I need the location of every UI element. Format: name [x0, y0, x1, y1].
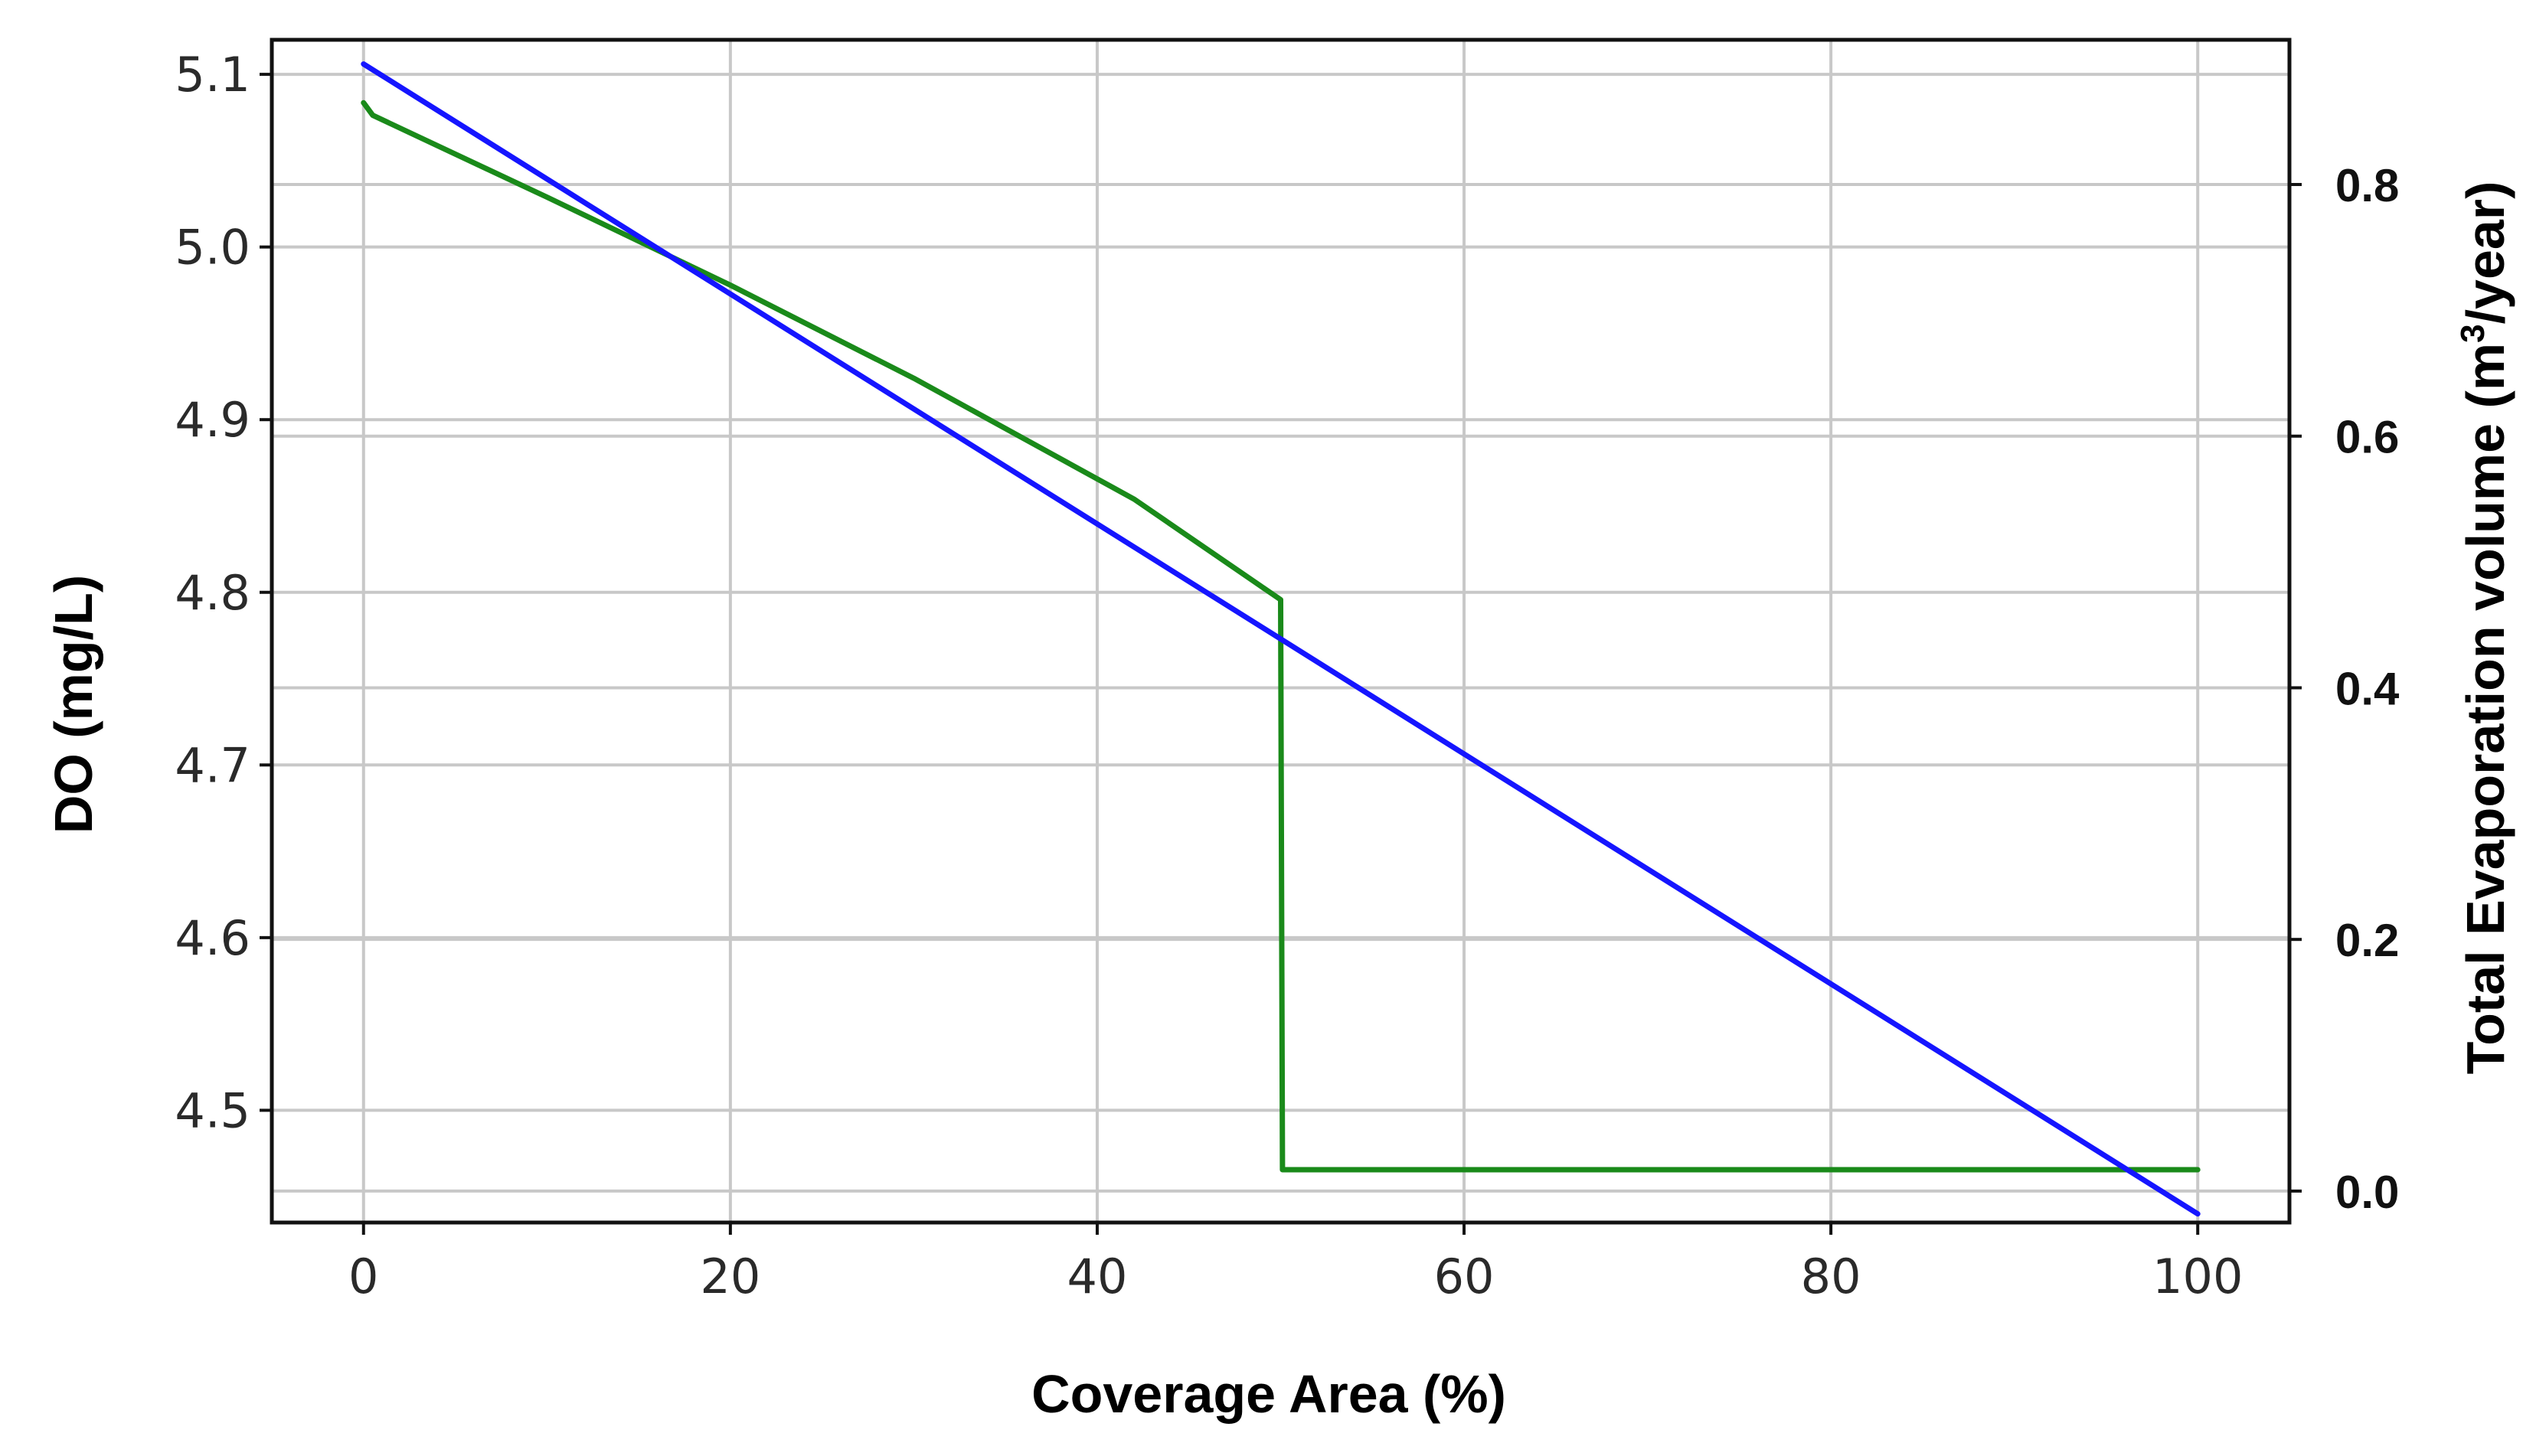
x-tick-label: 0 — [348, 1249, 378, 1304]
y-right-tick-label: 0.8 — [2335, 160, 2399, 211]
y-right-tick-label: 0.0 — [2335, 1167, 2399, 1218]
x-axis-label: Coverage Area (%) — [1031, 1364, 1506, 1424]
x-tick-label: 100 — [2152, 1249, 2243, 1304]
y-left-tick-label: 4.9 — [175, 392, 250, 448]
x-tick-label: 20 — [700, 1249, 760, 1304]
y-axis-right-label: Total Evaporation volume (m3/year) — [2454, 181, 2515, 1075]
plot-frame — [270, 38, 2292, 1225]
y-left-tick-label: 4.7 — [175, 737, 250, 793]
y-right-tick-label: 0.2 — [2335, 915, 2399, 966]
y-left-tick-label: 4.8 — [175, 565, 250, 621]
y-left-tick-label: 5.1 — [175, 47, 250, 103]
y-left-tick-label: 5.0 — [175, 220, 250, 276]
x-tick-label: 40 — [1067, 1249, 1128, 1304]
y-left-tick-label: 4.6 — [175, 910, 250, 966]
series-line-2 — [361, 61, 2201, 1217]
series-line-1 — [361, 100, 2201, 1173]
y-axis-right-label-end: /year) — [2456, 181, 2515, 325]
x-tick-label: 60 — [1434, 1249, 1495, 1304]
y-axis-right-label-main: Total Evaporation volume (m — [2456, 343, 2515, 1075]
tick-layer: 0 20 40 60 80 100 4.5 4.6 4.7 4.8 4.9 5.0 5.1 0.0 0.2 0… — [175, 47, 2400, 1304]
y-right-tick-label: 0.6 — [2335, 412, 2399, 463]
x-tick-label: 80 — [1801, 1249, 1861, 1304]
grid — [272, 40, 2289, 1223]
y-right-tick-label: 0.4 — [2335, 663, 2400, 714]
y-left-tick-label: 4.5 — [175, 1082, 250, 1138]
series-layer — [361, 61, 2201, 1217]
y-axis-left-label: DO (mg/L) — [44, 575, 103, 834]
y-axis-right-label-sup: 3 — [2454, 324, 2492, 342]
